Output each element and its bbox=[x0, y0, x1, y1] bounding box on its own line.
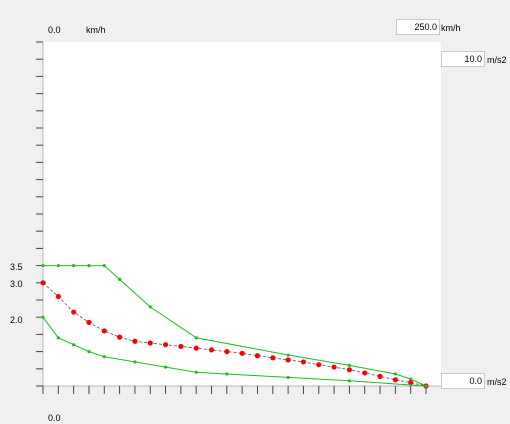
max-accel-unit: m/s2 bbox=[487, 55, 507, 65]
traction-curve-point[interactable] bbox=[208, 347, 215, 353]
min-accel-unit: m/s2 bbox=[487, 377, 507, 387]
traction-curve-point[interactable] bbox=[40, 280, 46, 286]
x-axis-ticks bbox=[42, 386, 427, 394]
traction-curve-point[interactable] bbox=[239, 350, 245, 356]
traction-curve-point[interactable] bbox=[71, 309, 77, 315]
traction-curve-point[interactable] bbox=[86, 319, 92, 325]
max-accel-input[interactable]: 10.0 bbox=[441, 51, 485, 67]
traction-curve-point[interactable] bbox=[346, 367, 352, 373]
traction-curve-point[interactable] bbox=[285, 357, 291, 363]
traction-curve-point[interactable] bbox=[55, 293, 61, 300]
upper-limit-point[interactable] bbox=[393, 372, 397, 376]
lower-limit-point[interactable] bbox=[87, 350, 91, 354]
upper-limit-point[interactable] bbox=[148, 305, 152, 309]
speed-min-label: 0.0 bbox=[48, 25, 61, 35]
upper-limit-point[interactable] bbox=[347, 363, 351, 367]
upper-limit-point[interactable] bbox=[286, 353, 290, 357]
upper-limit-point[interactable] bbox=[118, 277, 122, 281]
traction-curve-point[interactable] bbox=[316, 362, 322, 368]
traction-curve-point[interactable] bbox=[270, 355, 276, 361]
lower-limit-point[interactable] bbox=[347, 379, 351, 383]
upper-limit-point[interactable] bbox=[56, 264, 60, 268]
upper-limit-point[interactable] bbox=[102, 264, 106, 268]
lower-limit-point[interactable] bbox=[56, 336, 60, 340]
left-label-3-0: 3.0 bbox=[10, 279, 23, 289]
traction-curve-point[interactable] bbox=[392, 377, 398, 383]
lower-limit-point[interactable] bbox=[102, 355, 106, 359]
bottom-speed-min-label: 0.0 bbox=[48, 413, 61, 423]
min-accel-input[interactable]: 0.0 bbox=[441, 373, 485, 389]
left-label-2-0: 2.0 bbox=[10, 315, 23, 325]
left-label-3-5: 3.5 bbox=[10, 262, 23, 272]
lower-limit-point[interactable] bbox=[424, 384, 428, 388]
traction-curve-point[interactable] bbox=[224, 349, 230, 355]
lower-limit-point[interactable] bbox=[286, 375, 290, 379]
lower-limit-line bbox=[42, 316, 427, 387]
traction-curve-point[interactable] bbox=[178, 343, 184, 350]
traction-curve-point[interactable] bbox=[101, 328, 107, 334]
max-speed-unit: km/h bbox=[441, 23, 461, 33]
traction-curve-point[interactable] bbox=[254, 353, 261, 359]
traction-curve-point[interactable] bbox=[147, 340, 153, 346]
upper-limit-point[interactable] bbox=[41, 264, 45, 268]
lower-limit-point[interactable] bbox=[225, 372, 229, 376]
upper-limit-point[interactable] bbox=[72, 264, 76, 268]
series-layer bbox=[40, 264, 429, 389]
lower-limit-point[interactable] bbox=[41, 315, 45, 319]
upper-limit-point[interactable] bbox=[194, 336, 198, 340]
upper-limit-point[interactable] bbox=[87, 264, 91, 268]
traction-curve-point[interactable] bbox=[300, 359, 307, 365]
lower-limit-point[interactable] bbox=[163, 365, 168, 369]
traction-curve-point[interactable] bbox=[132, 338, 138, 344]
max-speed-input[interactable]: 250.0 bbox=[396, 19, 440, 35]
traction-curve-point[interactable] bbox=[193, 345, 199, 351]
speed-unit-label: km/h bbox=[86, 25, 106, 35]
lower-limit-point[interactable] bbox=[194, 370, 198, 374]
upper-limit-point[interactable] bbox=[409, 377, 413, 381]
traction-curve-line bbox=[42, 282, 427, 387]
lower-limit-point[interactable] bbox=[133, 360, 137, 364]
traction-curve-point[interactable] bbox=[377, 373, 383, 379]
y-axis-ticks bbox=[36, 41, 43, 387]
lower-limit-point[interactable] bbox=[72, 343, 76, 347]
traction-curve-point[interactable] bbox=[162, 342, 169, 348]
traction-curve-point[interactable] bbox=[362, 370, 368, 376]
traction-curve-point[interactable] bbox=[117, 334, 123, 340]
traction-curve-point[interactable] bbox=[408, 379, 414, 386]
traction-curve-point[interactable] bbox=[331, 364, 337, 370]
plot-area bbox=[43, 42, 441, 386]
